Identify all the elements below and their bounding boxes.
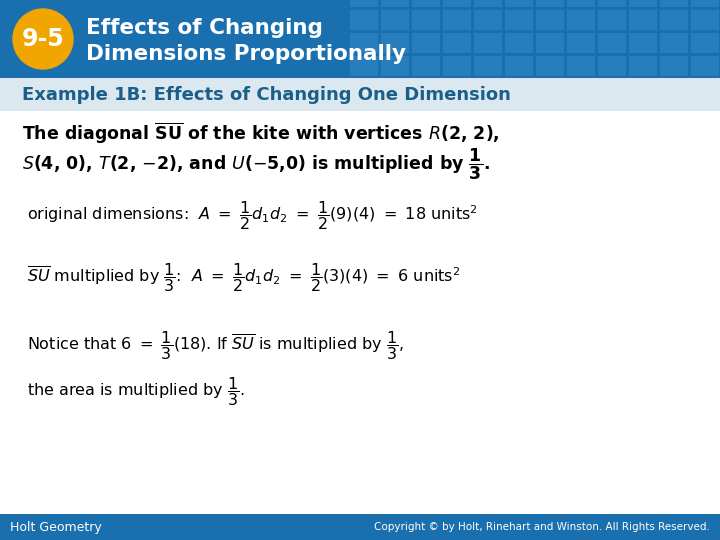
Bar [443,56,471,76]
Bar [536,56,564,76]
Bar [598,10,626,30]
Bar [381,33,409,53]
Bar [629,33,657,53]
Bar [536,10,564,30]
Bar [660,56,688,76]
Bar [691,10,719,30]
Bar [474,56,502,76]
Bar [0,0,720,78]
Bar [412,0,440,7]
Bar [505,56,533,76]
Bar [536,33,564,53]
Bar [505,0,533,7]
Bar [660,0,688,7]
Bar [350,56,378,76]
Bar [0,78,720,111]
Bar [505,33,533,53]
Bar [443,10,471,30]
Bar [381,0,409,7]
Bar [474,0,502,7]
Bar [567,0,595,7]
Bar [598,0,626,7]
Bar [381,56,409,76]
Text: Holt Geometry: Holt Geometry [10,521,102,534]
Bar [0,514,720,540]
Bar [691,33,719,53]
Text: Dimensions Proportionally: Dimensions Proportionally [86,44,406,64]
Text: Effects of Changing: Effects of Changing [86,18,323,38]
Bar [629,0,657,7]
Bar [381,10,409,30]
Bar [412,10,440,30]
Text: the area is multiplied by $\dfrac{1}{3}$.: the area is multiplied by $\dfrac{1}{3}$… [27,375,245,408]
Bar [660,33,688,53]
Text: 9-5: 9-5 [22,27,64,51]
Bar [412,56,440,76]
Text: Notice that 6 $=\ \dfrac{1}{3}$(18). If $\overline{SU}$ is multiplied by $\dfrac: Notice that 6 $=\ \dfrac{1}{3}$(18). If … [27,329,404,362]
Text: original dimensions:  $A\ =\ \dfrac{1}{2}d_1 d_2\ =\ \dfrac{1}{2}(9)(4)\ =\ 18$ : original dimensions: $A\ =\ \dfrac{1}{2}… [27,199,478,232]
Text: Example 1B: Effects of Changing One Dimension: Example 1B: Effects of Changing One Dime… [22,85,511,104]
Bar [443,0,471,7]
Bar [567,56,595,76]
Text: The diagonal $\mathbf{\overline{SU}}$ of the kite with vertices $\mathit{R}$(2, : The diagonal $\mathbf{\overline{SU}}$ of… [22,121,500,146]
Bar [567,10,595,30]
Bar [350,33,378,53]
Bar [629,10,657,30]
Bar [350,0,378,7]
Bar [350,10,378,30]
Text: $\mathit{S}$(4, 0), $\mathit{T}$(2, $-$2), and $\mathit{U}$($-$5,0) is multiplie: $\mathit{S}$(4, 0), $\mathit{T}$(2, $-$2… [22,147,490,183]
Bar [691,56,719,76]
Bar [474,10,502,30]
Bar [474,33,502,53]
Bar [691,0,719,7]
Bar [598,33,626,53]
Bar [660,10,688,30]
Text: Copyright © by Holt, Rinehart and Winston. All Rights Reserved.: Copyright © by Holt, Rinehart and Winsto… [374,522,710,532]
Bar [505,10,533,30]
Bar [629,56,657,76]
Text: $\overline{SU}$ multiplied by $\dfrac{1}{3}$:  $A\ =\ \dfrac{1}{2}d_1 d_2\ =\ \d: $\overline{SU}$ multiplied by $\dfrac{1}… [27,261,460,294]
Bar [567,33,595,53]
Circle shape [13,9,73,69]
Bar [412,33,440,53]
Bar [443,33,471,53]
Bar [598,56,626,76]
Bar [536,0,564,7]
